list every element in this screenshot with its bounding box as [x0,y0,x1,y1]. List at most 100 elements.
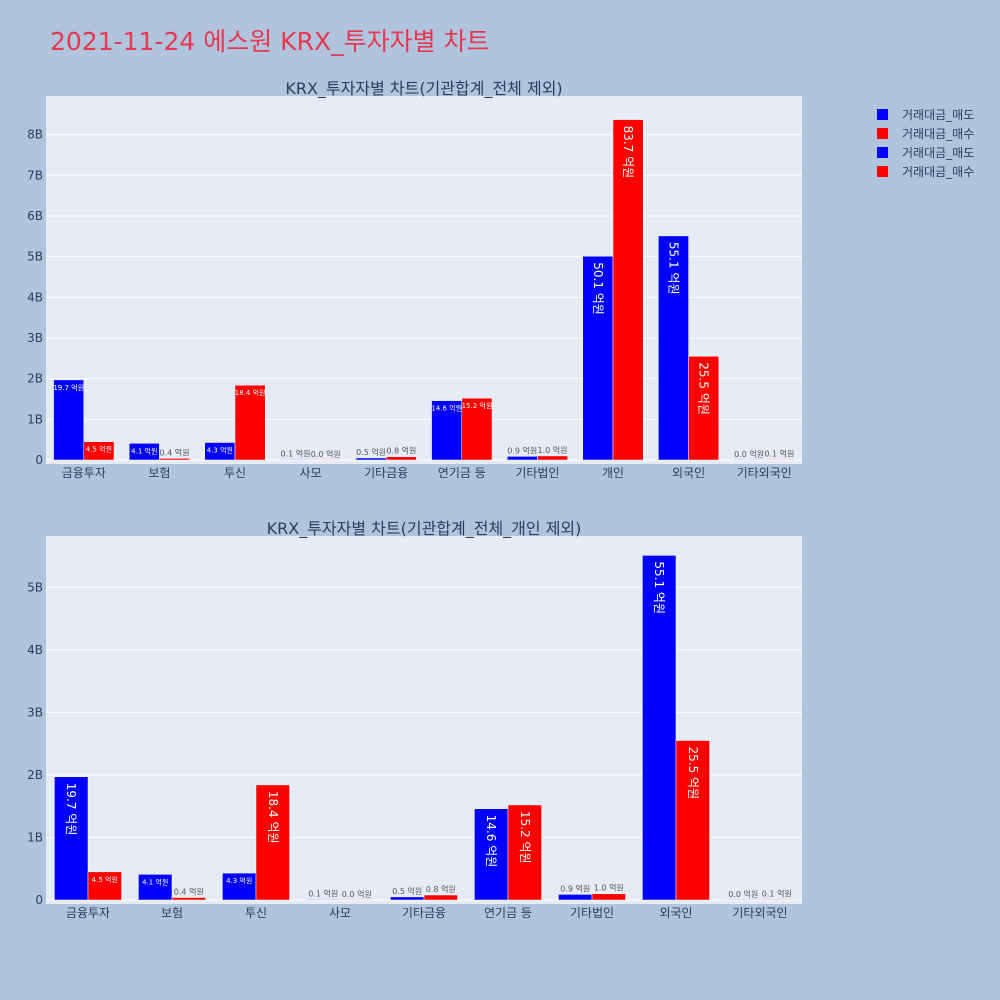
bar-sell [733,459,765,461]
bar-sell [474,808,509,901]
bar-sell [390,896,425,901]
x-tick-label: 보험 [148,466,170,480]
bar-buy [675,740,710,901]
data-label: 14.6 억원 [484,815,498,868]
bar-sell [726,899,761,901]
data-label: 18.4 억원 [235,388,266,397]
chart-title: KRX_투자자별 차트(기관합계_전체_개인 제외) [267,519,582,539]
bar-buy [612,119,644,461]
chart-panel-1: 0 1B 2B 3B 4B 5B 6B 7B 8B KRX_투자자별 차트(기관합계_전체 제외)… [27,79,802,480]
data-label: 15.2 억원 [518,811,532,864]
bar-buy [339,899,374,901]
data-label: 1.0 억원 [538,445,568,455]
data-label: 0.1 억원 [280,449,310,459]
x-tick-label: 금융투자 [62,466,106,480]
legend-label: 거래대금_매도 [902,146,974,160]
x-tick-label: 기타외국인 [737,466,792,480]
data-label: 0.5 억원 [356,447,386,457]
data-label: 4.5 억원 [92,875,118,884]
data-label: 4.3 억원 [207,446,233,455]
data-label: 83.7 억원 [621,126,635,179]
bar-buy [310,459,342,461]
data-label: 4.1 억원 [142,877,168,886]
x-tick-label: 사모 [300,466,322,480]
bar-buy [759,899,794,901]
legend-label: 거래대금_매수 [902,165,974,179]
y-tick-label: 3B [27,705,43,719]
data-label: 0.8 억원 [386,446,416,456]
bar-buy [461,397,493,461]
data-label: 50.1 억원 [591,262,605,315]
data-label: 1.0 억원 [594,883,624,893]
bar-sell [355,457,387,461]
data-label: 19.7 억원 [53,383,84,392]
data-label: 0.1 억원 [762,888,792,898]
data-label: 0.0 억원 [728,889,758,899]
bar-sell [306,899,341,901]
legend-label: 거래대금_매도 [902,108,974,122]
x-tick-label: 보험 [161,906,183,920]
bar-buy [385,456,417,461]
y-tick-label: 1B [27,412,43,426]
data-label: 55.1 억원 [652,561,666,614]
x-tick-label: 투신 [245,906,267,920]
data-label: 0.0 억원 [342,889,372,899]
x-tick-label: 사모 [329,906,351,920]
bar-sell [658,235,689,461]
bar-sell [138,874,173,901]
bar-sell [53,379,85,461]
y-tick-label: 3B [27,331,43,345]
data-label: 0.4 억원 [174,886,204,896]
y-tick-label: 8B [27,128,43,142]
y-tick-label: 7B [27,168,43,182]
x-tick-label: 외국인 [672,466,705,480]
y-tick-label: 0 [35,893,43,907]
y-tick-label: 2B [27,372,43,386]
y-tick-label: 4B [27,290,43,304]
bar-buy [537,455,568,461]
x-tick-label: 개인 [602,466,624,480]
y-tick-label: 1B [27,830,43,844]
legend-swatch [877,147,888,158]
data-label: 4.5 억원 [86,445,112,454]
data-label: 0.0 억원 [734,449,764,459]
bar-sell [280,459,311,461]
data-label: 25.5 억원 [697,362,711,415]
bar-sell [582,255,614,461]
bar-buy [255,784,290,901]
x-tick-label: 기타법인 [515,466,559,480]
data-label: 4.1 억원 [131,446,157,455]
x-tick-label: 기타법인 [570,906,614,920]
x-tick-label: 외국인 [659,906,692,920]
bar-buy [159,458,190,461]
data-label: 0.8 억원 [426,884,456,894]
x-tick-label: 연기금 등 [484,906,532,920]
chart-title: KRX_투자자별 차트(기관합계_전체 제외) [285,79,562,99]
legend-swatch [877,109,888,120]
x-tick-label: 연기금 등 [438,466,486,480]
data-label: 0.0 억원 [311,449,341,459]
data-label: 55.1 억원 [666,242,680,295]
bar-buy [171,897,206,901]
data-label: 0.4 억원 [160,447,190,457]
legend-label: 거래대금_매수 [902,127,974,141]
bar-buy [83,441,115,461]
bar-buy [763,459,795,461]
bar-sell [431,400,463,461]
page-title: 2021-11-24 에스원 KRX_투자자별 차트 [50,27,490,56]
y-tick-label: 0 [35,453,43,467]
bar-buy [507,804,542,901]
bar-sell [128,443,160,461]
bar-buy [87,871,122,901]
x-tick-label: 투신 [224,466,246,480]
bar-buy [591,893,626,901]
bar-sell [558,894,593,901]
data-label: 0.1 억원 [308,888,338,898]
chart-panel-2: 0 1B 2B 3B 4B 5B KRX_투자자별 차트(기관합계_전체_개인 제외) 금융투… [27,519,802,920]
x-tick-label: 기타금융 [402,906,446,920]
data-label: 0.5 억원 [392,886,422,896]
data-label: 0.9 억원 [560,883,590,893]
legend-swatch [877,128,888,139]
